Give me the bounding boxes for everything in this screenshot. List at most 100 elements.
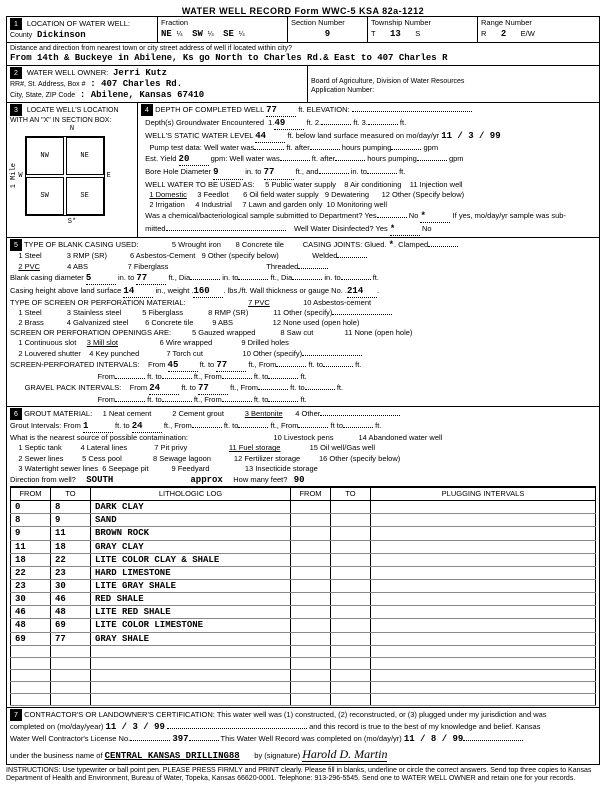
swl-tail: ft. below land surface measured on mo/da… (287, 131, 439, 140)
bc-in: in. to (118, 273, 134, 282)
o3: 4 Key punched (89, 349, 139, 358)
dist-label: Distance and direction from nearest town… (10, 45, 292, 52)
table-row: 1118GRAY CLAY (11, 540, 596, 553)
frac-v5: ¼ (239, 31, 245, 38)
gpi-to: ft. to (181, 383, 196, 392)
c12: 13 Insecticide storage (245, 464, 318, 473)
spi-tail2-b: ft. to (254, 372, 269, 381)
instructions: INSTRUCTIONS: Use typewriter or ball poi… (6, 767, 600, 784)
city-label: City, State, ZIP Code (10, 92, 75, 99)
o0: 1 Continuous slot (18, 338, 76, 347)
township-t: T (371, 29, 376, 38)
th-to: TO (51, 488, 91, 501)
m3: 4 ABS (67, 262, 88, 271)
joints-lbl: CASING JOINTS: (303, 240, 363, 249)
form-title: WATER WELL RECORD Form WWC-5 KSA 82a-121… (6, 6, 600, 16)
frac-v2: SW (192, 29, 203, 39)
m1: 2 PVC (18, 262, 40, 271)
section-value: 9 (291, 29, 364, 40)
s10: 11 Other (specify) (273, 308, 332, 317)
s2: 3 Stainless steel (67, 308, 122, 317)
bus-lbl: under the business name of (10, 751, 103, 760)
dist-value: From 14th & Buckeye in Abilene, Ks go No… (10, 53, 447, 63)
s9: 10 Asbestos-cement (303, 298, 371, 307)
bact-tail: If yes, mo/day/yr sample was sub- (453, 211, 566, 220)
frac-v0: NE (161, 29, 172, 39)
c10: 11 Fuel storage (229, 443, 281, 452)
swl: 44 (255, 130, 285, 143)
fraction-label: Fraction (161, 18, 188, 27)
c14: 15 Oil well/Gas well (310, 443, 375, 452)
sec2-title: WATER WELL OWNER: (27, 68, 108, 77)
bc-ft: ft., Dia (168, 273, 190, 282)
appnum-label: Application Number: (311, 87, 374, 94)
bore-to: 77 (264, 166, 294, 179)
signature: Harold D. Martin (302, 747, 387, 762)
s1: 2 Brass (18, 318, 43, 327)
spi-to2: ft. to (147, 372, 162, 381)
q-sw: SW (26, 177, 64, 215)
gi-tail4: ft to (331, 421, 344, 430)
gw-enc: Depth(s) Groundwater Encountered (145, 118, 264, 127)
th-log: LITHOLOGIC LOG (91, 488, 291, 501)
gi-tail: ft., From (164, 421, 192, 430)
o8: 9 Drilled holes (241, 338, 289, 347)
litho-table: FROM TO LITHOLOGIC LOG FROM TO PLUGGING … (10, 487, 596, 706)
bore-ft2: ft. (399, 167, 405, 176)
use7: 8 Air conditioning (344, 180, 401, 189)
g3: 4 Other (295, 409, 320, 418)
gpi-tail3: ft. (337, 383, 343, 392)
frac-v3: ¼ (208, 31, 214, 38)
table-row (11, 693, 596, 705)
use6: 7 Lawn and garden only (242, 200, 322, 209)
spi-from: From (148, 360, 166, 369)
use3: 4 Industrial (195, 200, 232, 209)
spi-to: ft. to (200, 360, 215, 369)
o7: 8 Saw cut (280, 328, 313, 337)
bore-in2: in. to (351, 167, 367, 176)
lic: 397 (172, 734, 188, 744)
feet-lbl: How many feet? (233, 475, 287, 484)
section-num-label: Section Number (291, 18, 345, 27)
spi-tail2: ft. to (308, 360, 323, 369)
est-unit: gpm: Well water was (211, 154, 280, 163)
bus: CENTRAL KANSAS DRILLING88 (105, 751, 240, 761)
o2: 3 Mill slot (87, 338, 118, 347)
township-value: 13 (390, 29, 401, 39)
elev-lbl: ft. ELEVATION: (298, 105, 349, 114)
c3: 4 Lateral lines (80, 443, 127, 452)
c6: 7 Pit privy (154, 443, 187, 452)
range-r: R (481, 29, 486, 38)
gw2: ft. 2 (307, 118, 320, 127)
s6: 7 PVC (248, 298, 270, 307)
frac-v4: SE (223, 29, 234, 39)
table-row: 1822LITE COLOR CLAY & SHALE (11, 553, 596, 566)
bc-ft3: ft. (373, 273, 379, 282)
j1: * (389, 240, 394, 250)
lic-lbl: Water Well Contractor's License No. (10, 734, 130, 743)
c9: 10 Livestock pens (273, 433, 333, 442)
th-from: FROM (11, 488, 51, 501)
gpm2: gpm (449, 154, 464, 163)
spi-tail3-b: ft. (301, 372, 307, 381)
g2: 3 Bentonite (245, 409, 283, 418)
ch-lbl: Casing height above land surface (10, 286, 121, 295)
table-row: 6977GRAY SHALE (11, 632, 596, 645)
after-lbl: ft. after (286, 143, 309, 152)
bore: 9 (213, 166, 243, 179)
screen-lbl: TYPE OF SCREEN OR PERFORATION MATERIAL: (10, 298, 186, 307)
dir: SOUTH (86, 475, 113, 485)
disinf-lbl: Well Water Disinfected? Yes (294, 224, 388, 233)
bc-dia-lbl: Blank casing diameter (10, 273, 84, 282)
s3: 4 Galvanized steel (67, 318, 129, 327)
table-row: 4869LITE COLOR LIMESTONE (11, 619, 596, 632)
township-label: Township Number (371, 18, 431, 27)
o4: 5 Gauzed wrapped (192, 328, 255, 337)
use4: 5 Public water supply (265, 180, 336, 189)
o5: 6 Wire wrapped (160, 338, 213, 347)
j2: Clamped (398, 240, 428, 249)
table-row (11, 645, 596, 657)
use-lbl: WELL WATER TO BE USED AS: (145, 180, 254, 189)
gi-tail3: ft., From (271, 421, 299, 430)
bc-in3: in. to (324, 273, 340, 282)
